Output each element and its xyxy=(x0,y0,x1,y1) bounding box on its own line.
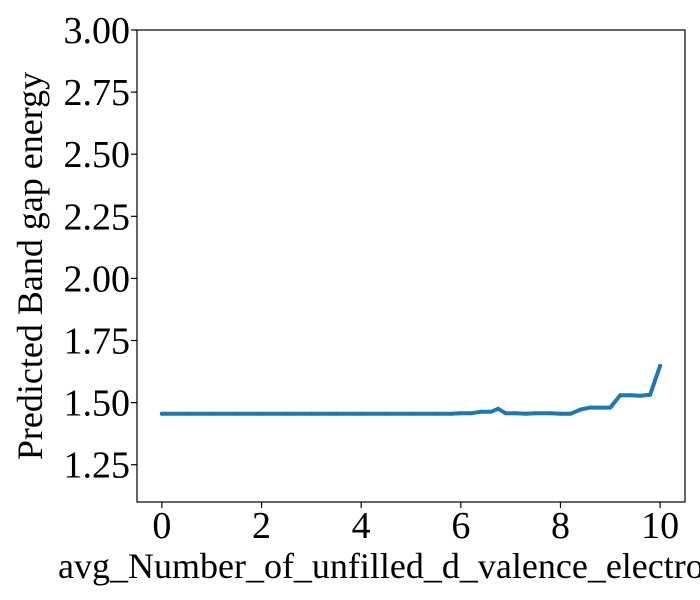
data-point xyxy=(234,411,239,416)
x-axis-ticks: 0 2 4 6 8 10 xyxy=(152,502,679,547)
x-tick-label: 10 xyxy=(641,505,679,547)
data-point xyxy=(359,411,364,416)
data-point xyxy=(309,411,314,416)
data-point xyxy=(433,411,438,416)
data-point xyxy=(598,405,603,410)
data-point xyxy=(496,406,501,411)
data-point xyxy=(568,411,573,416)
data-point xyxy=(448,411,453,416)
data-point xyxy=(334,411,339,416)
y-tick-label: 2.25 xyxy=(64,196,131,238)
data-point xyxy=(548,411,553,416)
data-point xyxy=(209,411,214,416)
x-tick-label: 4 xyxy=(352,505,371,547)
y-tick-label: 2.50 xyxy=(64,134,131,176)
data-point xyxy=(578,407,583,412)
data-point xyxy=(503,411,508,416)
data-point xyxy=(618,393,623,398)
data-point xyxy=(658,363,663,368)
data-point xyxy=(478,409,483,414)
y-tick-label: 1.75 xyxy=(64,321,131,363)
data-point xyxy=(628,393,633,398)
y-tick-label: 2.00 xyxy=(64,258,131,300)
x-tick-label: 8 xyxy=(551,505,570,547)
data-point xyxy=(513,411,518,416)
series-line xyxy=(159,363,663,416)
y-tick-label: 2.75 xyxy=(64,72,131,114)
data-point xyxy=(159,411,164,416)
y-tick-label: 1.50 xyxy=(64,383,131,425)
data-point xyxy=(184,411,189,416)
x-tick-label: 6 xyxy=(451,505,470,547)
x-tick-label: 0 xyxy=(152,505,171,547)
data-point xyxy=(523,411,528,416)
data-points xyxy=(159,363,663,416)
data-point xyxy=(384,411,389,416)
data-point xyxy=(608,405,613,410)
plot-area xyxy=(159,363,663,416)
data-point xyxy=(488,409,493,414)
y-tick-label: 3.00 xyxy=(64,10,131,52)
data-point xyxy=(259,411,264,416)
data-point xyxy=(468,411,473,416)
x-axis-label: avg_Number_of_unfilled_d_valence_electro… xyxy=(58,546,700,586)
data-point xyxy=(638,393,643,398)
data-point xyxy=(458,411,463,416)
y-axis-label: Predicted Band gap energy xyxy=(10,72,50,460)
data-point xyxy=(588,405,593,410)
data-point xyxy=(533,411,538,416)
data-point xyxy=(409,411,413,416)
x-tick-label: 2 xyxy=(252,505,271,547)
data-point xyxy=(558,411,563,416)
data-point xyxy=(648,392,653,397)
y-axis-ticks: 1.25 1.50 1.75 2.00 2.25 2.50 2.75 3.00 xyxy=(64,10,137,487)
plot-frame xyxy=(136,29,686,503)
y-tick-label: 1.25 xyxy=(64,445,131,487)
data-point xyxy=(284,411,289,416)
